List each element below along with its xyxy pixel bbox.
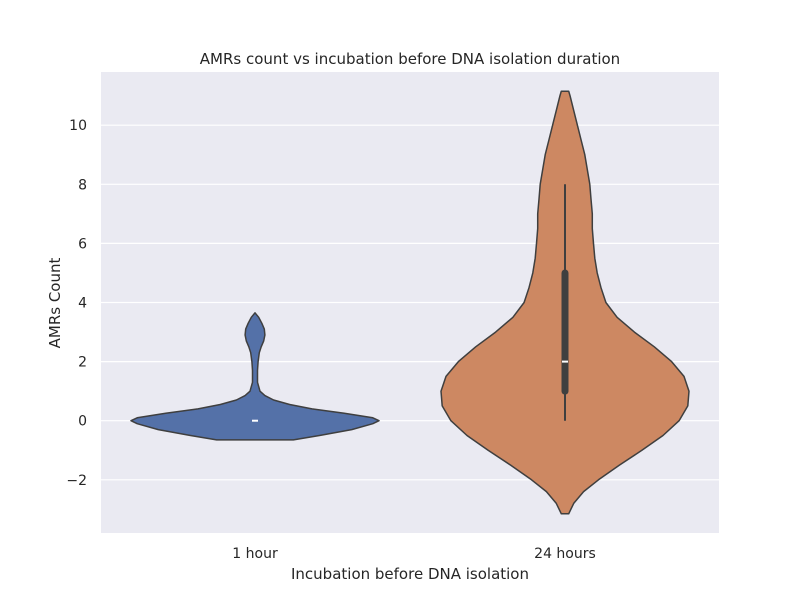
y-tick-label: 8: [78, 177, 87, 193]
y-tick-label: 0: [78, 414, 87, 430]
y-tick-label: 6: [78, 236, 87, 252]
x-axis-label: Incubation before DNA isolation: [291, 565, 529, 583]
y-tick-label: 4: [78, 296, 87, 312]
y-tick-label: 10: [69, 118, 87, 134]
x-tick-label: 24 hours: [534, 546, 596, 562]
y-axis-ticks: −2 0 2 4 6 8 10: [66, 118, 87, 489]
y-tick-label: 2: [78, 355, 87, 371]
y-tick-label: −2: [66, 473, 87, 489]
y-axis-label: AMRs Count: [46, 258, 64, 349]
chart-title: AMRs count vs incubation before DNA isol…: [200, 50, 620, 68]
violins: [130, 90, 690, 515]
violin-body: [130, 312, 380, 441]
x-axis-ticks: 1 hour 24 hours: [232, 546, 596, 562]
x-tick-label: 1 hour: [232, 546, 278, 562]
